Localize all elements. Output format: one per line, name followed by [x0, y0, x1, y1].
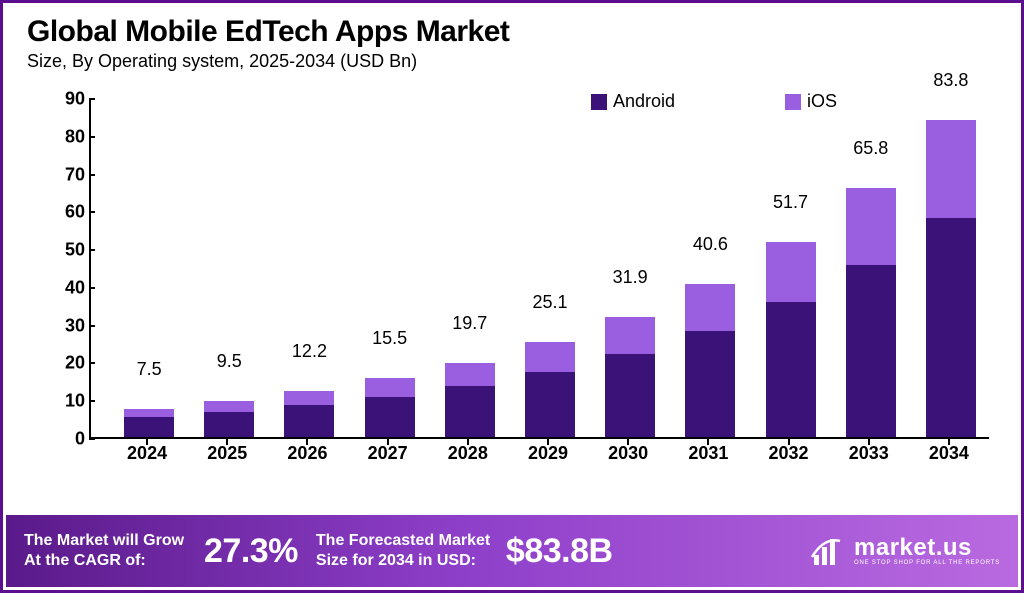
bar-total-label: 7.5 [109, 359, 189, 384]
y-tick-label: 50 [31, 240, 85, 261]
chart-title: Global Mobile EdTech Apps Market [27, 15, 997, 49]
header: Global Mobile EdTech Apps Market Size, B… [3, 3, 1021, 76]
bar-segment [204, 401, 254, 412]
bar-segment [525, 342, 575, 371]
bar-segment [284, 405, 334, 437]
bar-segment [124, 417, 174, 437]
y-tick-label: 10 [31, 391, 85, 412]
footer-cagr-text: The Market will Grow At the CAGR of: [24, 531, 204, 571]
x-tick-label: 2024 [107, 443, 187, 464]
bar-segment [204, 412, 254, 437]
bar-segment [525, 372, 575, 437]
x-tick-label: 2033 [829, 443, 909, 464]
bar-total-label: 19.7 [430, 313, 510, 338]
bar-segment [365, 378, 415, 396]
x-tick-label: 2034 [909, 443, 989, 464]
bar-segment [685, 331, 735, 437]
bar-total-label: 25.1 [510, 292, 590, 317]
x-tick-label: 2030 [588, 443, 668, 464]
bar-total-label: 83.8 [911, 70, 991, 95]
y-tick-label: 0 [31, 429, 85, 450]
bar-total-label: 40.6 [670, 234, 750, 259]
bar-total-label: 9.5 [189, 351, 269, 376]
logo-sub: ONE STOP SHOP FOR ALL THE REPORTS [854, 560, 1000, 566]
bar-segment [445, 363, 495, 386]
logo-icon [810, 533, 846, 569]
chart-area: Android iOS 0102030405060708090 7.59.512… [31, 91, 1001, 491]
bar-segment [926, 218, 976, 437]
x-tick-label: 2025 [187, 443, 267, 464]
x-tick-label: 2027 [348, 443, 428, 464]
logo-main: market.us [854, 536, 1000, 560]
bar-segment [766, 302, 816, 437]
bar-segment [685, 284, 735, 332]
bar-segment [926, 120, 976, 217]
x-tick-label: 2028 [428, 443, 508, 464]
footer-cagr-value: 27.3% [204, 532, 298, 571]
y-tick-label: 20 [31, 353, 85, 374]
footer-line: Size for 2034 in USD: [316, 551, 506, 571]
x-tick-label: 2032 [749, 443, 829, 464]
footer-banner: The Market will Grow At the CAGR of: 27.… [6, 515, 1018, 587]
bar-segment [365, 397, 415, 437]
bar-segment [124, 409, 174, 418]
bar-total-label: 31.9 [590, 267, 670, 292]
y-tick-label: 60 [31, 202, 85, 223]
bar-segment [846, 188, 896, 265]
bar-total-label: 12.2 [269, 341, 349, 366]
y-tick-label: 70 [31, 164, 85, 185]
bar-segment [605, 354, 655, 437]
bar-segment [846, 265, 896, 437]
footer-forecast-text: The Forecasted Market Size for 2034 in U… [316, 531, 506, 571]
x-tick-label: 2029 [508, 443, 588, 464]
brand-logo: market.us ONE STOP SHOP FOR ALL THE REPO… [810, 533, 1000, 569]
bar-total-label: 65.8 [831, 138, 911, 163]
bar-segment [284, 391, 334, 405]
bar-segment [766, 242, 816, 302]
bar-total-label: 15.5 [350, 328, 430, 353]
logo-text: market.us ONE STOP SHOP FOR ALL THE REPO… [854, 536, 1000, 566]
footer-line: The Market will Grow [24, 531, 204, 551]
y-tick-label: 40 [31, 277, 85, 298]
footer-line: At the CAGR of: [24, 551, 204, 571]
bar-segment [605, 317, 655, 354]
y-tick-label: 80 [31, 126, 85, 147]
y-tick-label: 90 [31, 89, 85, 110]
footer-forecast-value: $83.8B [506, 532, 613, 571]
x-tick-label: 2026 [267, 443, 347, 464]
x-tick-label: 2031 [668, 443, 748, 464]
y-tick-label: 30 [31, 315, 85, 336]
chart-subtitle: Size, By Operating system, 2025-2034 (US… [27, 51, 997, 72]
chart-frame: Global Mobile EdTech Apps Market Size, B… [0, 0, 1024, 593]
plot-area: 7.59.512.215.519.725.131.940.651.765.883… [89, 99, 989, 439]
bar-segment [445, 386, 495, 437]
bar-total-label: 51.7 [751, 192, 831, 217]
footer-line: The Forecasted Market [316, 531, 506, 551]
